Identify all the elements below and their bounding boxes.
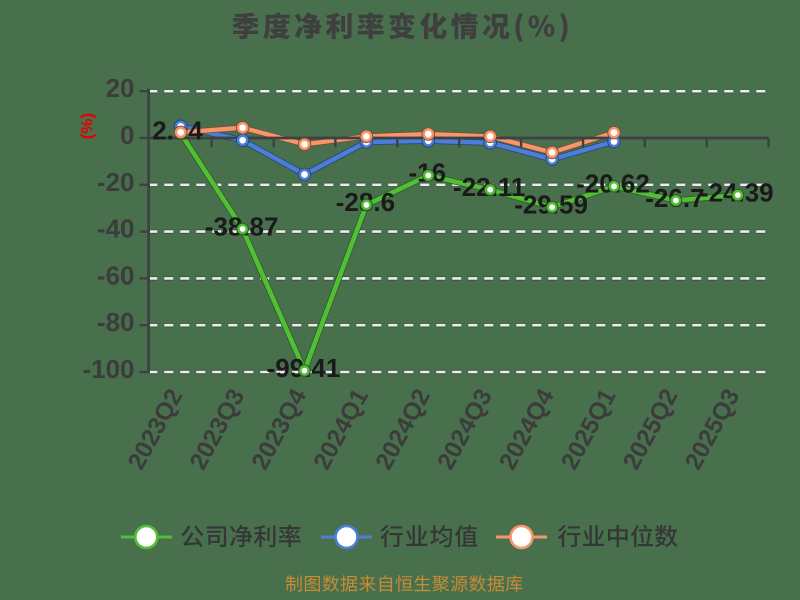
svg-text:-100: -100 xyxy=(82,354,134,384)
svg-text:20: 20 xyxy=(106,73,135,103)
svg-text:-20: -20 xyxy=(97,167,135,197)
svg-text:-40: -40 xyxy=(97,214,135,244)
svg-text:-60: -60 xyxy=(97,260,135,290)
svg-text:(%): (%) xyxy=(78,113,97,139)
svg-text:0: 0 xyxy=(120,120,134,150)
svg-text:-80: -80 xyxy=(97,307,135,337)
